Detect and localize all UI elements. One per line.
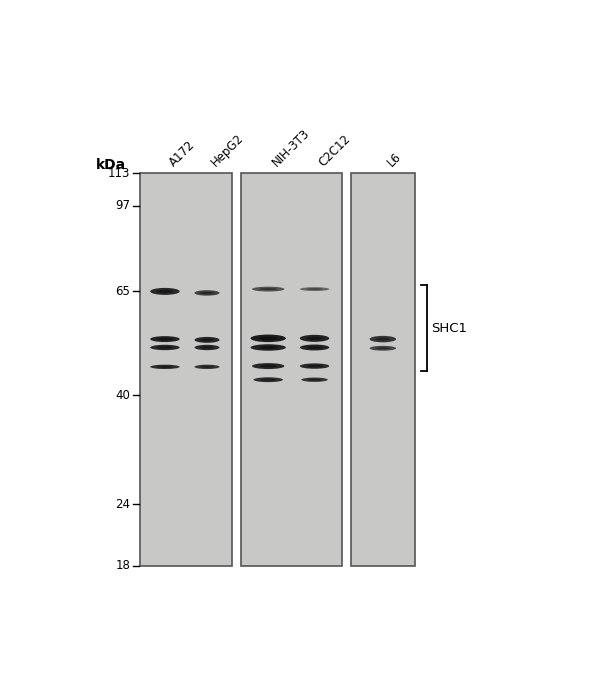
Ellipse shape <box>250 335 286 342</box>
Ellipse shape <box>150 336 180 342</box>
Ellipse shape <box>260 379 276 381</box>
Ellipse shape <box>375 347 390 349</box>
Ellipse shape <box>258 346 278 349</box>
Ellipse shape <box>157 289 173 293</box>
Ellipse shape <box>301 377 328 382</box>
Ellipse shape <box>252 363 284 369</box>
Ellipse shape <box>253 377 283 382</box>
Ellipse shape <box>375 338 390 340</box>
Ellipse shape <box>306 346 322 348</box>
Text: A172: A172 <box>167 139 198 169</box>
Bar <box>351 173 415 566</box>
Text: NIH-3T3: NIH-3T3 <box>270 127 312 169</box>
Ellipse shape <box>150 288 180 295</box>
Ellipse shape <box>200 366 214 368</box>
Ellipse shape <box>252 287 284 292</box>
Ellipse shape <box>369 346 396 351</box>
Ellipse shape <box>300 364 329 369</box>
Ellipse shape <box>250 344 286 351</box>
Text: L6: L6 <box>384 150 403 169</box>
Ellipse shape <box>195 365 220 369</box>
Text: 97: 97 <box>115 200 130 213</box>
Ellipse shape <box>157 366 173 368</box>
Ellipse shape <box>195 345 220 350</box>
Ellipse shape <box>200 346 214 348</box>
Text: C2C12: C2C12 <box>316 132 353 169</box>
Ellipse shape <box>157 338 173 340</box>
Text: 65: 65 <box>115 285 130 298</box>
Ellipse shape <box>150 345 180 350</box>
Ellipse shape <box>307 379 322 381</box>
Ellipse shape <box>306 288 322 290</box>
Ellipse shape <box>195 337 220 343</box>
Ellipse shape <box>300 287 329 291</box>
Ellipse shape <box>369 336 396 342</box>
Ellipse shape <box>157 346 173 348</box>
Ellipse shape <box>259 288 277 290</box>
Ellipse shape <box>150 365 180 369</box>
Ellipse shape <box>306 337 322 340</box>
Ellipse shape <box>259 365 277 368</box>
Ellipse shape <box>306 365 322 367</box>
Text: HepG2: HepG2 <box>209 132 246 169</box>
Ellipse shape <box>300 344 329 351</box>
Bar <box>140 173 231 566</box>
Ellipse shape <box>258 337 278 340</box>
Text: 24: 24 <box>115 498 130 511</box>
Text: 40: 40 <box>115 389 130 402</box>
Ellipse shape <box>200 338 214 341</box>
Text: kDa: kDa <box>96 158 126 172</box>
Text: 18: 18 <box>115 559 130 572</box>
Ellipse shape <box>195 290 220 296</box>
Ellipse shape <box>300 335 329 342</box>
Text: 113: 113 <box>108 167 130 180</box>
Bar <box>241 173 342 566</box>
Ellipse shape <box>200 292 214 294</box>
Text: SHC1: SHC1 <box>431 322 467 335</box>
